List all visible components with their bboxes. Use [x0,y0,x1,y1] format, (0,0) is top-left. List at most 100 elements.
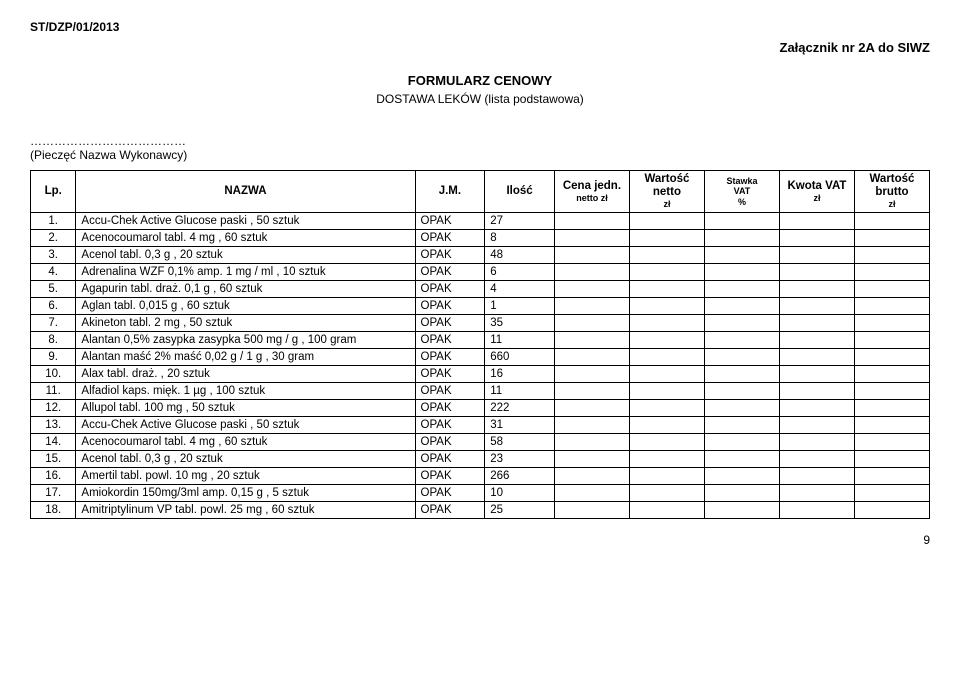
cell-name: Amiokordin 150mg/3ml amp. 0,15 g , 5 szt… [76,484,415,501]
cell-wnetto [629,382,704,399]
header-line: Stawka [710,176,774,186]
header-line: Cena [563,180,591,192]
cell-lp: 13. [31,416,76,433]
cell-lp: 2. [31,229,76,246]
cell-name: Acenocoumarol tabl. 4 mg , 60 sztuk [76,433,415,450]
header-line: jedn. [594,180,621,192]
cell-name: Aglan tabl. 0,015 g , 60 sztuk [76,297,415,314]
attachment-label: Załącznik nr 2A do SIWZ [30,40,930,55]
table-row: 18.Amitriptylinum VP tabl. powl. 25 mg ,… [31,501,930,518]
cell-wbrutto [854,348,929,365]
cell-wnetto [629,297,704,314]
cell-name: Acenol tabl. 0,3 g , 20 sztuk [76,450,415,467]
cell-kvat [779,467,854,484]
cell-jm: OPAK [415,365,485,382]
cell-svat [704,331,779,348]
cell-wnetto [629,212,704,229]
cell-wbrutto [854,433,929,450]
cell-name: Agapurin tabl. draż. 0,1 g , 60 sztuk [76,280,415,297]
cell-wnetto [629,484,704,501]
col-ilosc: Ilość [485,171,555,213]
cell-qty: 16 [485,365,555,382]
header-line: netto [653,186,681,198]
cell-wbrutto [854,263,929,280]
cell-svat [704,297,779,314]
header-line: VAT [825,180,846,192]
cell-name: Acenocoumarol tabl. 4 mg , 60 sztuk [76,229,415,246]
cell-kvat [779,229,854,246]
cell-lp: 10. [31,365,76,382]
cell-svat [704,382,779,399]
cell-lp: 3. [31,246,76,263]
table-row: 2.Acenocoumarol tabl. 4 mg , 60 sztukOPA… [31,229,930,246]
cell-jm: OPAK [415,280,485,297]
cell-wbrutto [854,212,929,229]
cell-svat [704,314,779,331]
cell-name: Akineton tabl. 2 mg , 50 sztuk [76,314,415,331]
table-row: 12.Allupol tabl. 100 mg , 50 sztukOPAK22… [31,399,930,416]
cell-kvat [779,348,854,365]
cell-wnetto [629,348,704,365]
header-line: VAT [710,186,774,196]
cell-qty: 4 [485,280,555,297]
cell-lp: 9. [31,348,76,365]
cell-kvat [779,416,854,433]
cell-jm: OPAK [415,399,485,416]
cell-cena [554,484,629,501]
cell-kvat [779,280,854,297]
cell-qty: 660 [485,348,555,365]
table-header: Lp. NAZWA J.M. Ilość Cena jedn. netto zł… [31,171,930,213]
cell-name: Alantan maść 2% maść 0,02 g / 1 g , 30 g… [76,348,415,365]
cell-cena [554,365,629,382]
cell-name: Acenol tabl. 0,3 g , 20 sztuk [76,246,415,263]
cell-jm: OPAK [415,314,485,331]
table-row: 5.Agapurin tabl. draż. 0,1 g , 60 sztukO… [31,280,930,297]
table-body: 1.Accu-Chek Active Glucose paski , 50 sz… [31,212,930,518]
cell-wnetto [629,467,704,484]
cell-name: Accu-Chek Active Glucose paski , 50 sztu… [76,212,415,229]
cell-svat [704,416,779,433]
cell-svat [704,484,779,501]
cell-kvat [779,450,854,467]
cell-svat [704,501,779,518]
cell-qty: 25 [485,501,555,518]
cell-cena [554,246,629,263]
cell-lp: 14. [31,433,76,450]
cell-jm: OPAK [415,416,485,433]
col-wartosc-netto: Wartość netto zł [629,171,704,213]
cell-kvat [779,484,854,501]
header-line: brutto [875,186,908,198]
cell-kvat [779,365,854,382]
col-cena-jedn: Cena jedn. netto zł [554,171,629,213]
cell-svat [704,467,779,484]
cell-cena [554,212,629,229]
cell-svat [704,280,779,297]
cell-lp: 15. [31,450,76,467]
page-number: 9 [30,533,930,547]
cell-qty: 8 [485,229,555,246]
cell-name: Accu-Chek Active Glucose paski , 50 sztu… [76,416,415,433]
form-subtitle: DOSTAWA LEKÓW (lista podstawowa) [30,92,930,106]
cell-wnetto [629,229,704,246]
table-row: 13.Accu-Chek Active Glucose paski , 50 s… [31,416,930,433]
cell-svat [704,399,779,416]
cell-qty: 222 [485,399,555,416]
cell-cena [554,263,629,280]
cell-wnetto [629,399,704,416]
cell-qty: 10 [485,484,555,501]
cell-qty: 48 [485,246,555,263]
cell-svat [704,365,779,382]
header-line: Wartość [870,173,915,185]
cell-name: Allupol tabl. 100 mg , 50 sztuk [76,399,415,416]
cell-wnetto [629,280,704,297]
cell-wbrutto [854,399,929,416]
cell-jm: OPAK [415,450,485,467]
cell-wnetto [629,314,704,331]
cell-wbrutto [854,229,929,246]
cell-wbrutto [854,314,929,331]
table-row: 8.Alantan 0,5% zasypka zasypka 500 mg / … [31,331,930,348]
col-stawka-vat: Stawka VAT % [704,171,779,213]
cell-cena [554,297,629,314]
cell-kvat [779,399,854,416]
cell-cena [554,501,629,518]
